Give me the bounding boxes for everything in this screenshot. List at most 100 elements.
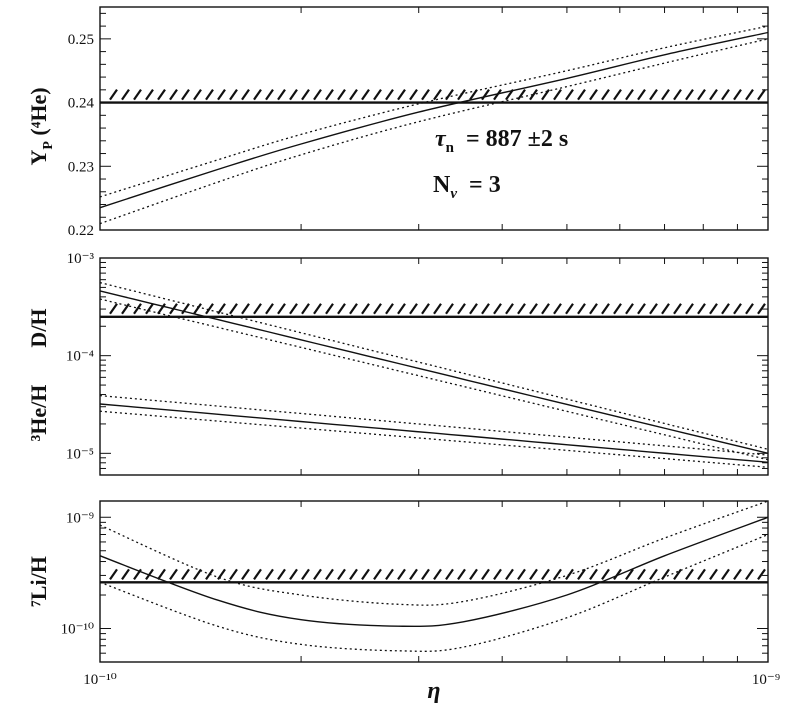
- hatch-mark: [229, 303, 238, 315]
- hatch-mark: [253, 88, 262, 101]
- hatch-mark: [445, 303, 454, 315]
- hatch-mark: [433, 303, 442, 315]
- panel-D-He3: 10⁻³ 10⁻⁴ 10⁻⁵ D/H ³He/H: [26, 251, 769, 476]
- hatch-mark: [181, 88, 190, 101]
- hatch-mark: [325, 88, 334, 101]
- hatch-mark: [745, 88, 754, 101]
- hatch-mark: [337, 88, 346, 101]
- hatch-mark: [709, 303, 718, 315]
- hatch-mark: [409, 303, 418, 315]
- hatch-mark: [289, 303, 298, 315]
- hatch-mark: [253, 568, 262, 580]
- hatch-mark: [529, 303, 538, 315]
- hatch-mark: [157, 88, 166, 101]
- observed-bound-hatch: [109, 88, 766, 101]
- hatch-mark: [457, 303, 466, 315]
- hatch-mark: [721, 568, 730, 580]
- series-HeH-dotted-4: [99, 394, 769, 456]
- y-tick-label: 0.25: [68, 32, 94, 48]
- hatch-mark: [577, 88, 586, 101]
- hatch-mark: [301, 568, 310, 580]
- hatch-mark: [301, 88, 310, 101]
- hatch-mark: [697, 303, 706, 315]
- hatch-mark: [289, 88, 298, 101]
- hatch-mark: [109, 303, 118, 315]
- hatch-mark: [625, 568, 634, 580]
- hatch-mark: [673, 88, 682, 101]
- hatch-mark: [433, 88, 442, 101]
- hatch-mark: [637, 88, 646, 101]
- hatch-mark: [733, 568, 742, 580]
- hatch-mark: [205, 303, 214, 315]
- hatch-mark: [613, 303, 622, 315]
- hatch-mark: [625, 88, 634, 101]
- hatch-mark: [613, 568, 622, 580]
- y-tick-label: 10⁻⁵: [66, 446, 94, 462]
- hatch-mark: [673, 568, 682, 580]
- hatch-mark: [385, 568, 394, 580]
- hatch-mark: [181, 303, 190, 315]
- hatch-mark: [529, 88, 538, 101]
- hatch-mark: [493, 303, 502, 315]
- hatch-mark: [397, 88, 406, 101]
- hatch-mark: [277, 568, 286, 580]
- hatch-mark: [241, 568, 250, 580]
- hatch-mark: [385, 88, 394, 101]
- hatch-mark: [445, 88, 454, 101]
- hatch-mark: [121, 303, 130, 315]
- hatch-mark: [169, 568, 178, 580]
- hatch-mark: [565, 88, 574, 101]
- hatch-mark: [469, 303, 478, 315]
- hatch-mark: [421, 568, 430, 580]
- hatch-mark: [457, 568, 466, 580]
- panel-Yp: 0.22 0.23 0.24 0.25 YP (⁴He) τn = 887 ±2 s Nν = …: [26, 6, 769, 239]
- hatch-mark: [301, 303, 310, 315]
- hatch-mark: [373, 303, 382, 315]
- hatch-mark: [193, 303, 202, 315]
- hatch-mark: [637, 568, 646, 580]
- hatch-mark: [337, 303, 346, 315]
- series-HeH-solid-3: [99, 403, 769, 463]
- hatch-mark: [649, 568, 658, 580]
- hatch-mark: [325, 568, 334, 580]
- hatch-mark: [529, 568, 538, 580]
- hatch-mark: [421, 303, 430, 315]
- hatch-mark: [421, 88, 430, 101]
- hatch-mark: [445, 568, 454, 580]
- x-tick-label: 10⁻¹⁰: [83, 672, 116, 688]
- hatch-mark: [661, 303, 670, 315]
- panels-layer: 0.22 0.23 0.24 0.25 YP (⁴He) τn = 887 ±2 s Nν = …: [26, 6, 780, 704]
- hatch-mark: [337, 568, 346, 580]
- y-axis-label-dh: D/H: [26, 308, 51, 347]
- hatch-mark: [133, 303, 142, 315]
- hatch-mark: [505, 303, 514, 315]
- y-tick-label: 10⁻⁴: [66, 349, 94, 365]
- hatch-mark: [205, 568, 214, 580]
- hatch-mark: [541, 568, 550, 580]
- hatch-mark: [181, 568, 190, 580]
- hatch-mark: [481, 88, 490, 101]
- hatch-mark: [601, 88, 610, 101]
- x-axis-label: η: [427, 678, 440, 704]
- hatch-mark: [289, 568, 298, 580]
- hatch-mark: [553, 568, 562, 580]
- annotation-nnu: Nν = 3: [433, 172, 501, 202]
- hatch-mark: [541, 303, 550, 315]
- hatch-mark: [577, 303, 586, 315]
- panel-frame: [99, 6, 769, 231]
- hatch-mark: [361, 568, 370, 580]
- y-tick-label: 0.22: [68, 223, 94, 239]
- hatch-mark: [241, 88, 250, 101]
- hatch-mark: [577, 568, 586, 580]
- hatch-mark: [649, 88, 658, 101]
- hatch-mark: [397, 568, 406, 580]
- hatch-mark: [229, 88, 238, 101]
- hatch-mark: [505, 568, 514, 580]
- hatch-mark: [373, 88, 382, 101]
- hatch-mark: [193, 88, 202, 101]
- hatch-mark: [685, 568, 694, 580]
- series-dotted-2: [99, 533, 769, 652]
- hatch-mark: [373, 568, 382, 580]
- hatch-mark: [121, 88, 130, 101]
